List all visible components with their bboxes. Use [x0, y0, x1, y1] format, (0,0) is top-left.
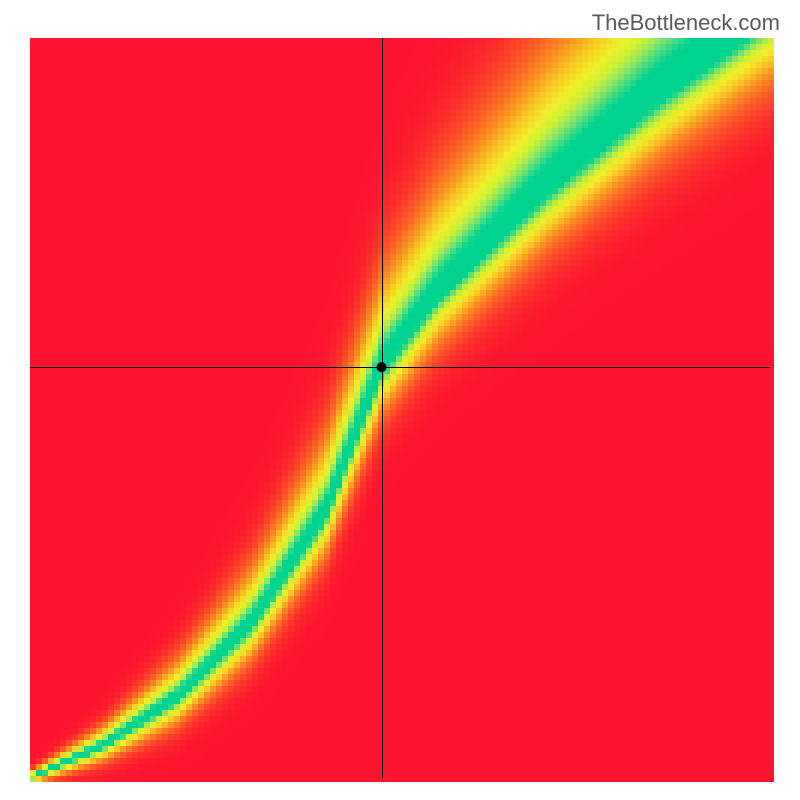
chart-container: TheBottleneck.com: [0, 0, 800, 800]
bottleneck-heatmap: [0, 0, 800, 800]
